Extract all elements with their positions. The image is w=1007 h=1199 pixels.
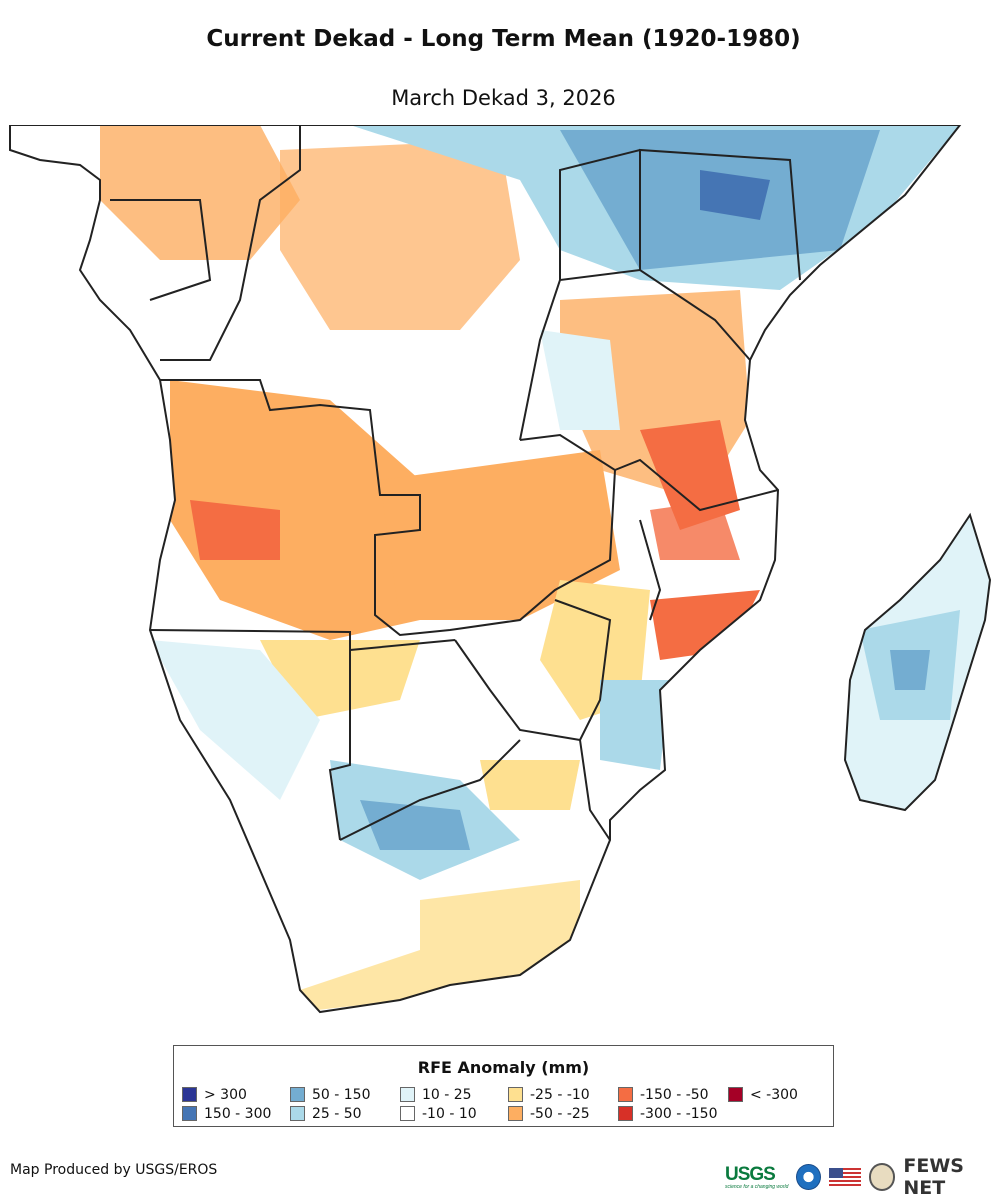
legend-swatch <box>400 1106 415 1121</box>
legend-swatch <box>290 1087 305 1102</box>
legend-swatch <box>400 1087 415 1102</box>
usgs-tagline: science for a changing world <box>725 1183 789 1190</box>
us-flag-icon <box>829 1168 861 1186</box>
legend: RFE Anomaly (mm) > 300 150 - 300 50 - 150 2… <box>173 1045 834 1127</box>
fews-net-logo: FEWS NET <box>903 1155 964 1199</box>
legend-items: > 300 150 - 300 50 - 150 25 - 50 10 - 25 -10 … <box>182 1085 828 1123</box>
legend-label: -300 - -150 <box>640 1105 718 1122</box>
state-dept-seal-icon <box>868 1163 896 1191</box>
usgs-logo-block: USGS science for a changing world <box>725 1165 788 1190</box>
legend-swatch <box>508 1087 523 1102</box>
noaa-logo-icon <box>796 1164 822 1190</box>
legend-item: -25 - -10 <box>508 1085 618 1104</box>
logos: USGS science for a changing world FEWS N… <box>725 1155 1007 1199</box>
usgs-logo: USGS <box>725 1163 776 1185</box>
legend-label: 50 - 150 <box>312 1086 371 1103</box>
legend-item: < -300 <box>728 1085 828 1104</box>
legend-item: 150 - 300 <box>182 1104 290 1123</box>
legend-swatch <box>290 1106 305 1121</box>
legend-label: 10 - 25 <box>422 1086 472 1103</box>
legend-label: < -300 <box>750 1086 798 1103</box>
legend-label: -10 - 10 <box>422 1105 477 1122</box>
legend-swatch <box>728 1087 743 1102</box>
map-title: Current Dekad - Long Term Mean (1920-198… <box>206 26 801 52</box>
legend-item: 25 - 50 <box>290 1104 400 1123</box>
legend-item: -50 - -25 <box>508 1104 618 1123</box>
legend-label: -150 - -50 <box>640 1086 709 1103</box>
legend-item: > 300 <box>182 1085 290 1104</box>
legend-swatch <box>618 1087 633 1102</box>
country-borders <box>110 125 801 841</box>
land-anomaly-fill <box>9 125 991 1013</box>
legend-item: -10 - 10 <box>400 1104 508 1123</box>
legend-item: -150 - -50 <box>618 1085 728 1104</box>
legend-swatch <box>508 1106 523 1121</box>
legend-item: 50 - 150 <box>290 1085 400 1104</box>
map-subtitle: March Dekad 3, 2026 <box>391 86 616 110</box>
legend-label: -50 - -25 <box>530 1105 590 1122</box>
legend-swatch <box>618 1106 633 1121</box>
legend-label: 150 - 300 <box>204 1105 272 1122</box>
legend-item: -300 - -150 <box>618 1104 728 1123</box>
map-credit: Map Produced by USGS/EROS <box>10 1162 218 1178</box>
legend-swatch <box>182 1087 197 1102</box>
legend-item: 10 - 25 <box>400 1085 508 1104</box>
legend-label: 25 - 50 <box>312 1105 362 1122</box>
legend-swatch <box>182 1106 197 1121</box>
rainfall-anomaly-map <box>9 125 991 1013</box>
legend-title: RFE Anomaly (mm) <box>417 1058 590 1077</box>
legend-label: -25 - -10 <box>530 1086 590 1103</box>
legend-label: > 300 <box>204 1086 247 1103</box>
